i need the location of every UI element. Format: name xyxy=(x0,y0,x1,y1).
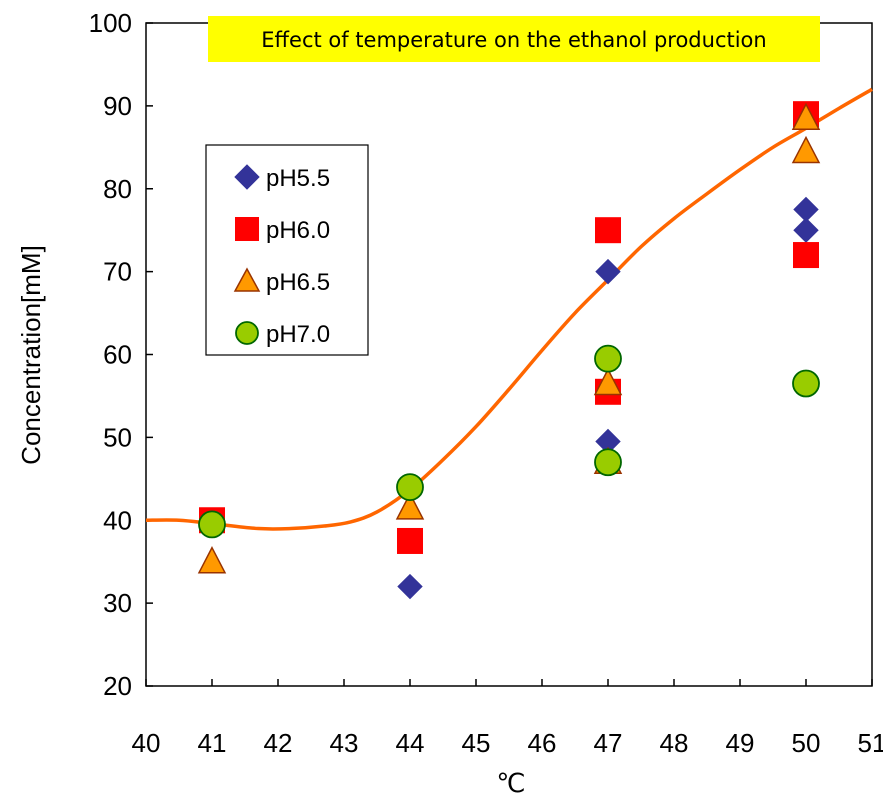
data-point-ph6-5 xyxy=(791,102,821,131)
y-tick-label: 30 xyxy=(103,588,132,618)
trend-line xyxy=(145,87,873,531)
trend-line-layer xyxy=(145,87,873,531)
data-point-ph6-0 xyxy=(595,217,621,244)
y-tick-label: 50 xyxy=(103,422,132,452)
data-point-ph5-5 xyxy=(595,258,621,285)
data-point-ph6-5 xyxy=(197,546,227,574)
x-tick-label: 40 xyxy=(132,728,161,758)
x-tick-label: 42 xyxy=(264,728,293,758)
legend-box xyxy=(205,144,369,356)
y-tick-label: 80 xyxy=(103,174,132,204)
data-point-ph7-0 xyxy=(792,369,820,398)
x-tick-label: 43 xyxy=(330,728,359,758)
legend-label: pH6.0 xyxy=(266,217,330,244)
y-tick-label: 20 xyxy=(103,671,132,701)
y-axis-title: Concentration[mM] xyxy=(16,245,46,465)
chart-title-box: Effect of temperature on the ethanol pro… xyxy=(208,16,820,62)
data-point-ph7-0 xyxy=(594,344,622,373)
data-point-ph7-0 xyxy=(594,448,622,477)
legend-marker-ph6-5 xyxy=(233,267,261,292)
data-points-layer xyxy=(197,101,821,600)
x-tick-label: 51 xyxy=(858,728,883,758)
chart-title: Effect of temperature on the ethanol pro… xyxy=(261,28,766,52)
y-tick-label: 40 xyxy=(103,505,132,535)
y-axis: 20 30 40 50 60 70 80 90 100 xyxy=(89,8,153,701)
legend-label: pH6.5 xyxy=(266,269,330,296)
legend-marker-ph6-0 xyxy=(235,217,259,241)
x-tick-label: 41 xyxy=(198,728,227,758)
x-tick-label: 45 xyxy=(462,728,491,758)
x-tick-label: 46 xyxy=(528,728,557,758)
legend-label: pH5.5 xyxy=(266,165,330,192)
data-point-ph6-5 xyxy=(791,135,821,164)
y-tick-label: 60 xyxy=(103,340,132,370)
x-tick-label: 49 xyxy=(726,728,755,758)
y-tick-label: 90 xyxy=(103,91,132,121)
x-axis: 40 41 42 43 44 45 46 47 48 49 50 51 xyxy=(132,679,883,758)
x-axis-title: ℃ xyxy=(496,768,525,798)
data-point-ph6-0 xyxy=(793,242,819,269)
legend-marker-ph5-5 xyxy=(234,164,260,190)
legend-marker-ph7-0 xyxy=(235,321,259,345)
x-tick-label: 48 xyxy=(660,728,689,758)
y-tick-label: 70 xyxy=(103,257,132,287)
x-tick-label: 50 xyxy=(792,728,821,758)
x-tick-label: 47 xyxy=(594,728,623,758)
y-tick-label: 100 xyxy=(89,8,132,38)
data-point-ph6-0 xyxy=(397,527,423,554)
data-point-ph6-5 xyxy=(593,367,623,396)
data-point-ph5-5 xyxy=(397,573,423,600)
data-point-ph7-0 xyxy=(198,510,226,539)
data-point-ph7-0 xyxy=(396,473,424,502)
x-tick-label: 44 xyxy=(396,728,425,758)
legend-label: pH7.0 xyxy=(266,321,330,348)
legend: pH5.5 pH6.0 pH6.5 pH7.0 xyxy=(205,144,369,356)
data-point-ph6-5 xyxy=(395,492,425,520)
